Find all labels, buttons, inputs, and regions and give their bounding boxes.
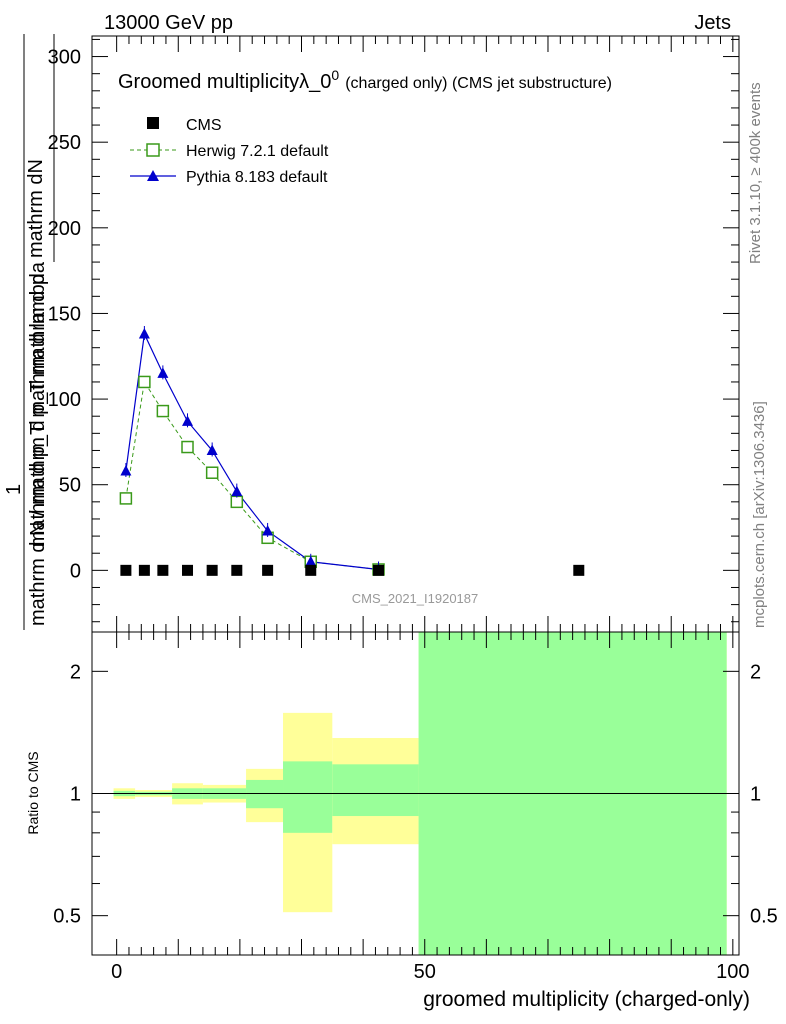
herwig-point <box>156 404 170 418</box>
ratio-ytick-label-right: 0.5 <box>750 906 778 928</box>
y-axis-label: mathrm dN mathrm d p_T mathrm d lambda 1… <box>3 34 55 630</box>
main-series <box>119 326 585 576</box>
main-ytick-label: 50 <box>59 475 81 497</box>
legend-pythia-label: Pythia 8.183 default <box>186 169 328 186</box>
main-ytick-label: 0 <box>70 560 81 582</box>
cms-point <box>305 564 317 576</box>
ratio-ytick-label: 2 <box>70 661 81 683</box>
cms-point <box>182 564 194 576</box>
legend-herwig-marker <box>146 143 160 157</box>
main-ytick-label: 150 <box>48 303 81 325</box>
ratio-ytick-label: 0.5 <box>53 906 81 928</box>
pythia-point <box>138 328 150 339</box>
ylabel-numerator: mathrm dN <box>25 159 47 258</box>
pythia-point <box>182 415 194 426</box>
cms-point <box>573 564 585 576</box>
cms-point <box>373 564 385 576</box>
ratio-band-green <box>246 779 284 809</box>
ratio-ylabel: Ratio to CMS <box>25 751 41 834</box>
ylabel-prefactor: 1 <box>3 484 25 495</box>
legend-cms-marker <box>147 117 159 129</box>
cms-point <box>262 564 274 576</box>
pythia-point <box>305 555 317 567</box>
main-panel: 0 50 100 150 200 250 300 Groomed multiplicityλ… <box>3 34 740 633</box>
main-ytick-label: 300 <box>48 47 81 69</box>
legend: CMS Herwig 7.2.1 default Pythia 8.183 de… <box>130 117 329 186</box>
ylabel-denominator: mathrm d p_T mathrm d lambda <box>27 261 49 547</box>
mcplots-label: mcplots.cern.ch [arXiv:1306.3436] <box>751 401 768 628</box>
x-tick-label: 100 <box>716 961 749 983</box>
rivet-label: Rivet 3.1.10, ≥ 400k events <box>747 82 764 264</box>
plot-title-main: Groomed multiplicityλ_0 <box>118 71 331 93</box>
legend-pythia-marker <box>147 170 159 181</box>
main-ytick-label: 100 <box>48 389 81 411</box>
x-tick-label: 0 <box>111 961 122 983</box>
herwig-point <box>181 440 194 454</box>
ratio-ytick-label: 1 <box>70 784 81 806</box>
pythia-point <box>231 485 243 497</box>
plot-title-suffix: (charged only) (CMS jet substructure) <box>345 75 612 92</box>
herwig-point <box>230 495 244 509</box>
ratio-tick-labels: 0.5 0.5 1 1 2 2 <box>53 661 778 927</box>
herwig-point <box>119 492 133 505</box>
header-left: 13000 GeV pp <box>104 12 233 34</box>
main-ytick-label: 250 <box>48 132 81 154</box>
herwig-point <box>205 466 219 479</box>
x-tick-label: 50 <box>414 961 436 983</box>
plot-title: Groomed multiplicityλ_00 (charged only) (… <box>118 67 612 93</box>
ratio-ytick-label-right: 1 <box>750 784 761 806</box>
main-ytick-label: 200 <box>48 218 81 240</box>
pythia-point <box>157 367 169 378</box>
ylabel-prefactor-denominator: mathrm d N / mathrm d p_T mathrm d p <box>27 274 49 626</box>
pythia-point <box>120 465 132 476</box>
plot-title-sup: 0 <box>331 67 339 83</box>
ratio-panel: 0.5 0.5 1 1 2 2 Ratio to CMS 0 50 100 groomed m… <box>25 631 778 1011</box>
main-ticks <box>92 36 739 632</box>
cms-point <box>138 564 150 576</box>
cms-point <box>206 564 218 576</box>
main-ytick-labels: 0 50 100 150 200 250 300 <box>48 47 81 583</box>
x-tick-labels: 0 50 100 <box>111 961 749 983</box>
ratio-ytick-label-right: 2 <box>750 661 761 683</box>
ratio-ticks <box>92 632 739 955</box>
pythia-point <box>262 524 274 536</box>
cms-point <box>231 564 243 576</box>
ratio-band-green <box>283 761 333 833</box>
cms-point <box>157 564 169 576</box>
analysis-watermark: CMS_2021_I1920187 <box>352 591 479 606</box>
header-right: Jets <box>694 12 731 34</box>
x-axis-label: groomed multiplicity (charged-only) <box>423 988 750 1011</box>
herwig-point <box>138 375 151 389</box>
pythia-point <box>206 444 218 455</box>
ratio-band-green <box>332 764 419 817</box>
cms-point <box>120 564 132 576</box>
legend-cms-label: CMS <box>186 117 222 134</box>
legend-herwig-label: Herwig 7.2.1 default <box>186 143 329 160</box>
